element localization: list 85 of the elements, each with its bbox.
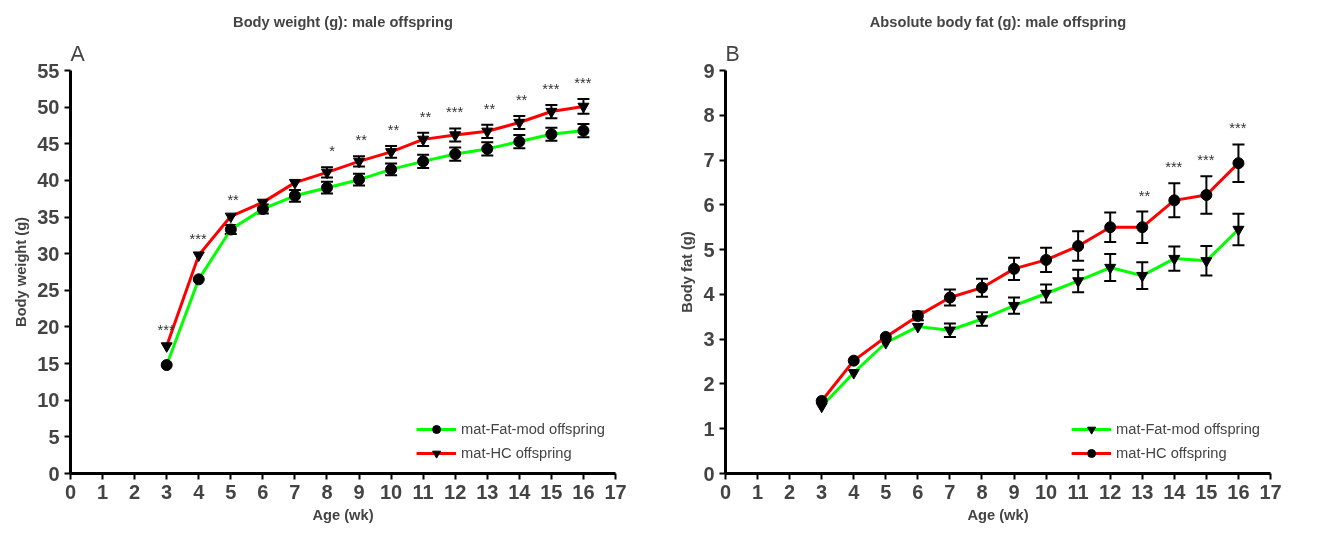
legend-label: mat-Fat-mod offspring [1116, 421, 1260, 437]
y-tick-label: 25 [37, 279, 60, 302]
y-tick-label: 5 [48, 425, 60, 448]
x-tick-label: 5 [880, 480, 892, 503]
annotation: ** [355, 132, 368, 149]
annotation: *** [189, 231, 208, 248]
y-tick-label: 0 [703, 462, 715, 485]
annotation: *** [574, 75, 592, 92]
y-tick-label: 45 [37, 132, 60, 155]
x-tick-label: 17 [1259, 480, 1282, 503]
x-tick-label: 1 [97, 480, 109, 503]
annotation: *** [1165, 159, 1183, 176]
y-tick-label: 10 [37, 389, 60, 412]
text: A [70, 41, 86, 66]
x-tick-label: 6 [912, 480, 924, 503]
annotation: *** [542, 80, 560, 97]
y-tick-label: 0 [48, 462, 60, 485]
x-tick-label: 13 [1131, 480, 1154, 503]
text: B [725, 41, 740, 66]
x-tick-label: 11 [412, 480, 434, 503]
annotation: *** [446, 104, 464, 121]
y-tick-label: 4 [703, 283, 716, 306]
x-tick-label: 9 [1008, 480, 1020, 503]
legend-label: mat-HC offspring [1116, 445, 1227, 461]
x-tick-label: 15 [1195, 480, 1218, 503]
x-tick-label: 5 [225, 480, 237, 503]
x-tick-label: 14 [1163, 480, 1187, 503]
y-tick-label: 7 [703, 149, 715, 172]
x-tick-label: 12 [1099, 480, 1122, 503]
annotation: ** [515, 91, 528, 108]
y-axis-title: Body fat (g) [679, 231, 696, 313]
x-tick-label: 15 [540, 480, 563, 503]
x-tick-label: 9 [353, 480, 365, 503]
x-tick-label: 16 [572, 480, 595, 503]
y-tick-label: 8 [703, 104, 715, 127]
x-tick-label: 4 [193, 480, 206, 503]
y-tick-label: 55 [37, 59, 60, 82]
x-tick-label: 7 [944, 480, 956, 503]
y-tick-label: 5 [703, 238, 715, 261]
x-tick-label: 12 [444, 480, 467, 503]
annotation: * [329, 143, 336, 160]
x-tick-label: 0 [719, 480, 732, 503]
y-tick-label: 50 [37, 96, 60, 119]
x-tick-label: 3 [816, 480, 828, 503]
annotation: ** [483, 100, 496, 117]
x-tick-label: 4 [848, 480, 861, 503]
annotation: *** [1229, 120, 1247, 137]
y-tick-label: 2 [703, 372, 715, 395]
y-tick-label: 1 [703, 417, 715, 440]
x-axis-title: Age (wk) [967, 506, 1029, 523]
x-tick-label: 3 [161, 480, 173, 503]
x-tick-label: 8 [976, 480, 988, 503]
x-tick-label: 14 [508, 480, 532, 503]
x-tick-label: 11 [1067, 480, 1089, 503]
legend-label: mat-HC offspring [461, 445, 572, 461]
y-tick-label: 20 [37, 315, 60, 338]
annotation: ** [387, 121, 400, 138]
legend-label: mat-Fat-mod offspring [461, 421, 605, 437]
y-tick-label: 40 [37, 169, 60, 192]
y-tick-label: 9 [703, 59, 715, 82]
y-tick-label: 35 [37, 206, 60, 229]
y-tick-label: 15 [37, 352, 60, 375]
x-tick-label: 7 [289, 480, 301, 503]
annotation: *** [1197, 152, 1215, 169]
x-tick-label: 10 [379, 480, 403, 503]
x-axis-title: Age (wk) [312, 506, 374, 523]
y-tick-label: 6 [703, 193, 715, 216]
x-tick-label: 8 [321, 480, 333, 503]
x-tick-label: 1 [752, 480, 764, 503]
x-tick-label: 0 [64, 480, 77, 503]
y-axis-title: Body weight (g) [13, 216, 30, 327]
x-tick-label: 6 [257, 480, 269, 503]
chart-title: Body weight (g): male offspring [233, 13, 453, 30]
y-tick-label: 3 [703, 328, 715, 351]
x-tick-label: 2 [129, 480, 141, 503]
x-tick-label: 13 [476, 480, 499, 503]
x-tick-label: 10 [1034, 480, 1058, 503]
annotation: ** [227, 192, 240, 209]
y-tick-label: 30 [37, 242, 60, 265]
x-tick-label: 17 [604, 480, 627, 503]
annotation: ** [419, 108, 432, 125]
x-tick-label: 16 [1227, 480, 1250, 503]
x-tick-label: 2 [784, 480, 796, 503]
annotation: ** [1138, 187, 1151, 204]
chart-title: Absolute body fat (g): male offspring [869, 13, 1127, 30]
